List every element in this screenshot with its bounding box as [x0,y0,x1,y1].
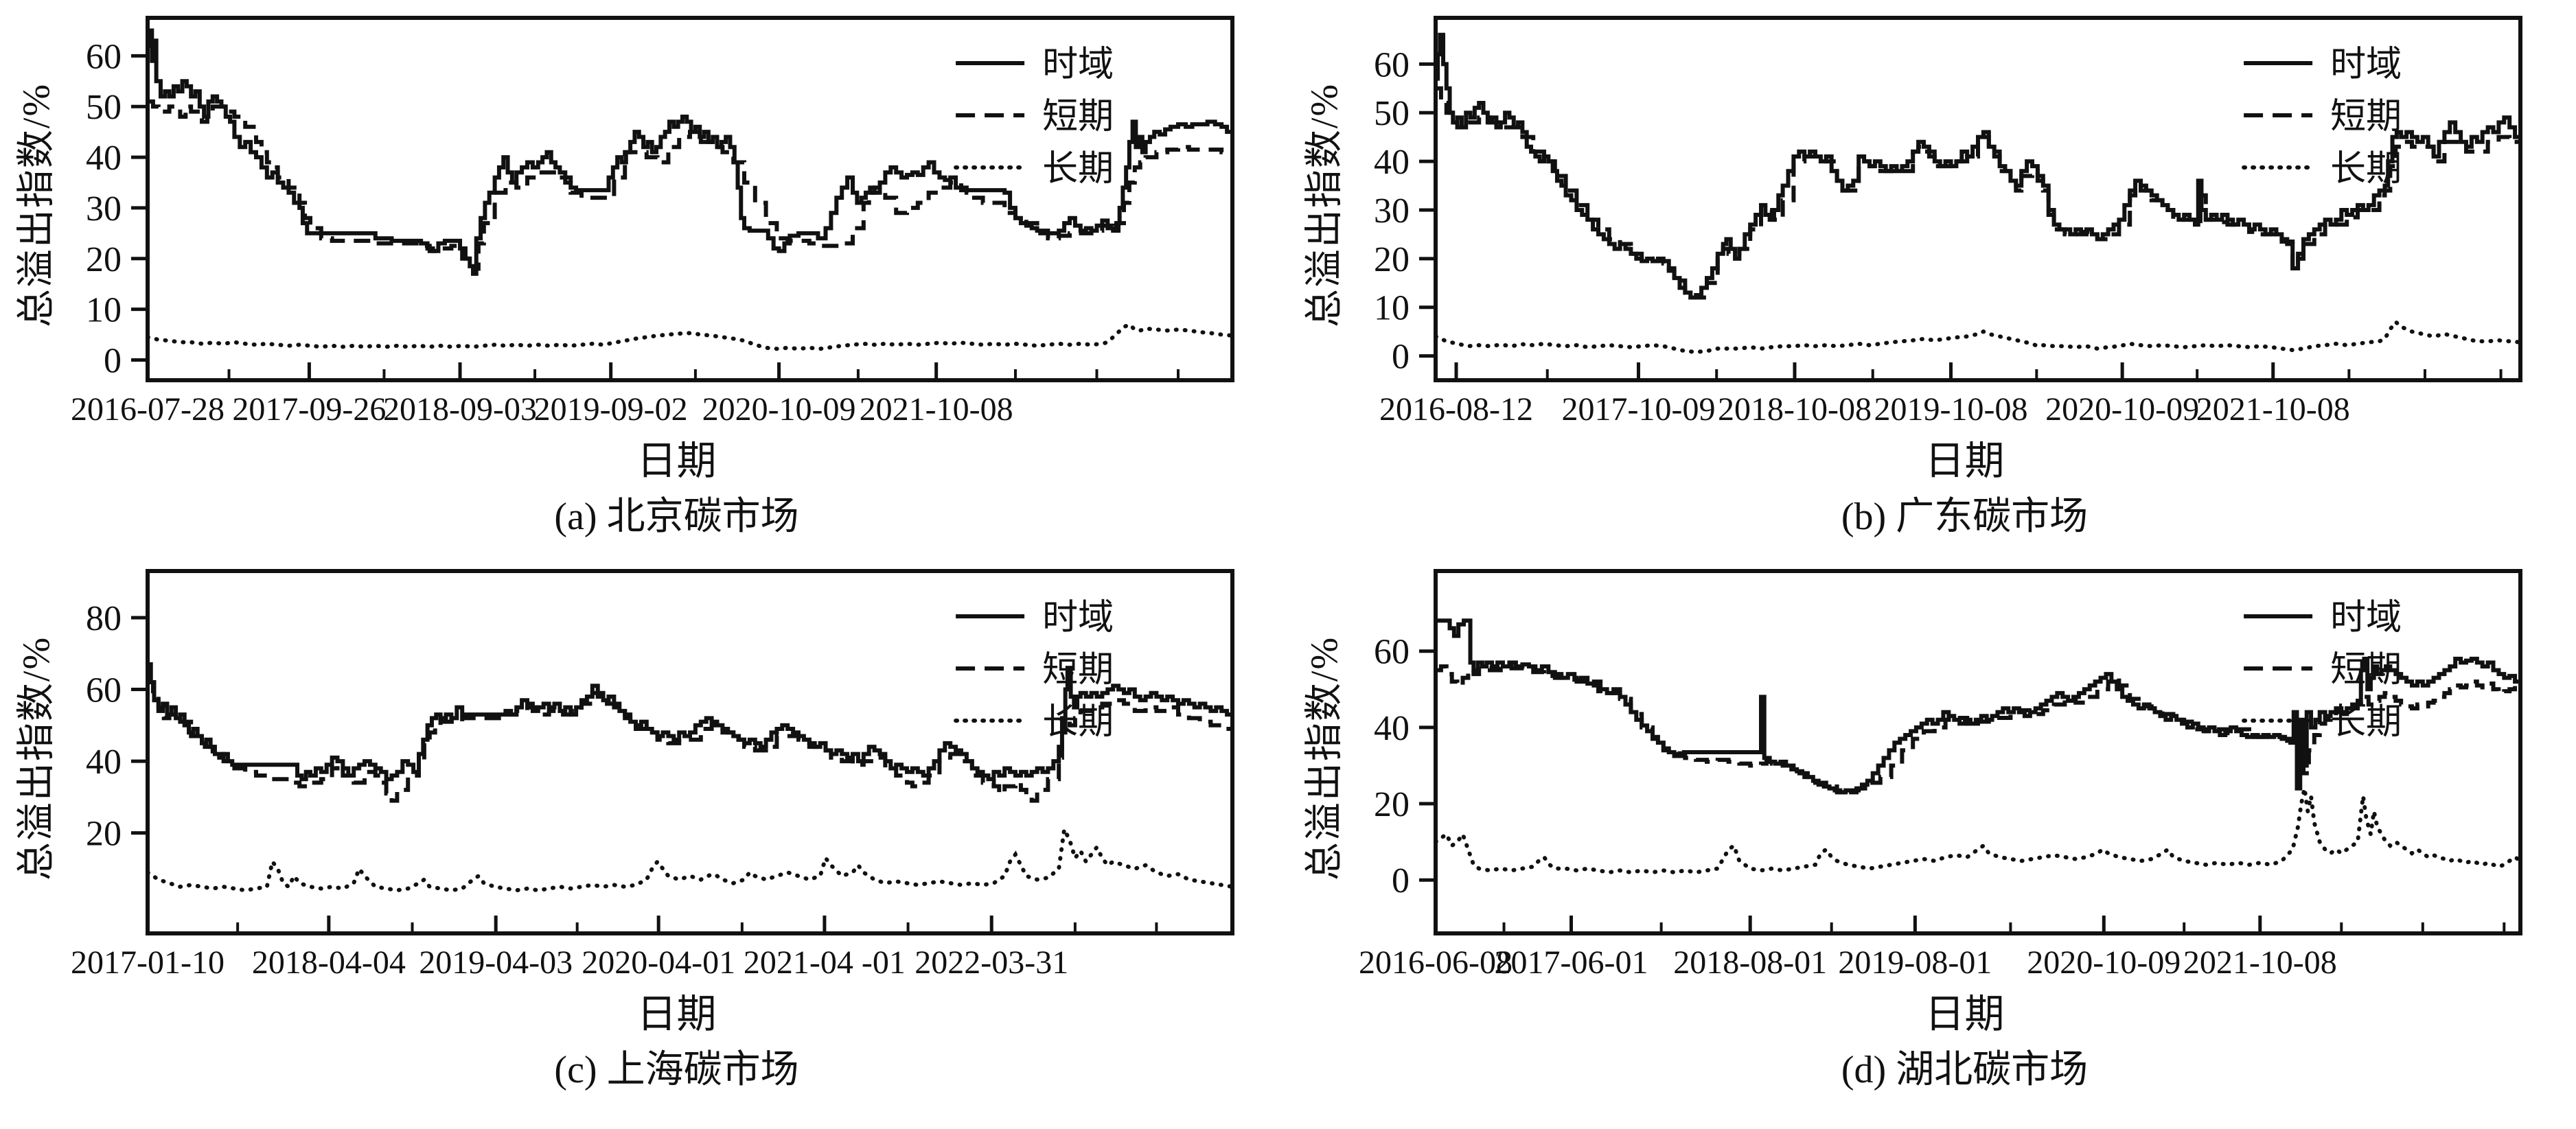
y-tick-label: 60 [1374,633,1410,672]
x-tick-label: 2021-10-08 [860,391,1013,428]
panel-guangdong: 总溢出指数/% 0 10 20 30 40 50 60 2016-08-12 2017-10-0… [1288,0,2576,553]
y-tick-label: 40 [86,139,122,178]
line-chart-guangdong: 0 10 20 30 40 50 60 2016-08-12 2017-10-09 2018-10… [1374,16,2522,428]
series-dashed [1436,664,2522,795]
y-axis-label: 总溢出指数/% [1303,636,1346,881]
y-tick-label: 20 [1374,240,1410,279]
x-tick-label: 2021-04 -01 [744,944,906,981]
series-solid [148,28,1234,276]
y-axis-label-column: 总溢出指数/% [0,10,65,553]
x-tick-label: 2020-04-01 [582,944,735,981]
x-tick-label: 2019-08-01 [1838,944,1992,981]
series-dotted [1434,318,2522,354]
plot-column: 0 10 20 30 40 50 60 2016-07-28 2017-09-26 2018-09… [65,10,1288,553]
legend-label: 时域 [2330,598,2402,638]
legend-label: 短期 [1042,97,1114,137]
legend-label: 短期 [1042,651,1114,690]
x-tick-label: 2019-04-03 [419,944,573,981]
y-tick-label: 10 [86,291,122,330]
x-tick-label: 2020-10-09 [2027,944,2181,981]
y-axis-label-column: 总溢出指数/% [1288,10,1353,553]
series-dotted [1434,788,2522,875]
y-tick-label: 40 [1374,709,1410,748]
x-tick-label: 2016-07-28 [71,391,225,428]
panel-caption: (a) 北京碳市场 [554,496,799,538]
plot-column: 0 20 40 60 2016-06-08 2017-06-01 2018-08-01 201… [1353,563,2576,1129]
legend-label: 时域 [2330,45,2402,84]
y-tick-label: 30 [86,189,122,229]
y-tick-label: 30 [1374,191,1410,231]
y-tick-label: 60 [1374,45,1410,84]
legend-label: 长期 [1042,150,1114,189]
plot-border [146,16,1234,382]
series-dashed [1436,86,2522,300]
y-tick-label: 40 [1374,143,1410,182]
y-tick-label: 50 [1374,94,1410,133]
x-axis-label: 日期 [636,992,717,1036]
y-tick-label: 60 [86,37,122,76]
y-tick-label: 20 [86,815,122,854]
x-tick-label: 2021-10-08 [2196,391,2350,428]
panel-caption: (c) 上海碳市场 [554,1049,799,1091]
x-tick-label: 2019-09-02 [534,391,688,428]
plot-column: 20 40 60 80 2017-01-10 2018-04-04 2019-04-03 20… [65,563,1288,1129]
y-axis-label-column: 总溢出指数/% [0,563,65,1129]
x-tick-label: 2018-09-03 [383,391,537,428]
series-dotted [146,822,1234,893]
plot-border [1434,16,2522,382]
y-tick-label: 0 [1392,861,1410,900]
y-tick-label: 60 [86,671,122,710]
legend-label: 短期 [2330,97,2402,137]
y-tick-label: 20 [86,240,122,279]
x-tick-label: 2017-06-01 [1495,944,1648,981]
y-tick-label: 0 [1392,338,1410,377]
legend-label: 时域 [1042,45,1114,84]
x-axis-label: 日期 [1924,992,2005,1036]
plot-border [146,569,1234,935]
y-tick-label: 20 [1374,785,1410,824]
y-tick-label: 0 [104,341,122,380]
y-axis-label: 总溢出指数/% [1303,82,1346,328]
y-axis-label: 总溢出指数/% [15,82,58,328]
y-tick-label: 10 [1374,289,1410,328]
legend-label: 时域 [1042,598,1114,638]
y-axis-label-column: 总溢出指数/% [1288,563,1353,1129]
series-solid [148,662,1234,782]
series-solid [1436,32,2522,300]
x-tick-label: 2022-03-31 [915,944,1068,981]
x-tick-label: 2016-06-08 [1359,944,1513,981]
series-solid [1436,618,2522,795]
plot-border [1434,569,2522,935]
x-tick-label: 2017-09-26 [232,391,386,428]
x-tick-label: 2017-10-09 [1561,391,1715,428]
y-tick-label: 40 [86,743,122,782]
panel-caption: (b) 广东碳市场 [1841,496,2089,538]
x-axis-label: 日期 [1924,439,2005,483]
y-tick-label: 80 [86,599,122,638]
series-dashed [148,680,1234,803]
x-tick-label: 2020-10-09 [702,391,856,428]
panel-hubei: 总溢出指数/% 0 20 40 60 2016-06-08 2017-06-01 2018-… [1288,553,2576,1129]
panel-caption: (d) 湖北碳市场 [1841,1049,2089,1091]
x-tick-label: 2021-10-08 [2183,944,2337,981]
y-tick-label: 50 [86,88,122,127]
panel-beijing: 总溢出指数/% 0 10 20 30 40 50 60 2016-07-28 2017-09-2… [0,0,1288,553]
series-dotted [146,322,1234,351]
x-tick-label: 2017-01-10 [71,944,225,981]
x-axis-label: 日期 [636,439,717,483]
plot-column: 0 10 20 30 40 50 60 2016-08-12 2017-10-09 2018-10… [1353,10,2576,553]
line-chart-beijing: 0 10 20 30 40 50 60 2016-07-28 2017-09-262018-09… [71,16,1234,428]
y-axis-label: 总溢出指数/% [15,636,58,881]
x-tick-label: 2018-04-04 [252,944,406,981]
x-tick-label: 2016-08-12 [1379,391,1533,428]
x-tick-label: 2018-10-08 [1718,391,1872,428]
x-tick-label: 2018-08-01 [1673,944,1827,981]
x-tick-label: 2019-10-08 [1874,391,2028,428]
panel-shanghai: 总溢出指数/% 20 40 60 80 2017-01-10 2018-04-04 2019… [0,553,1288,1129]
x-tick-label: 2020-10-09 [2045,391,2199,428]
